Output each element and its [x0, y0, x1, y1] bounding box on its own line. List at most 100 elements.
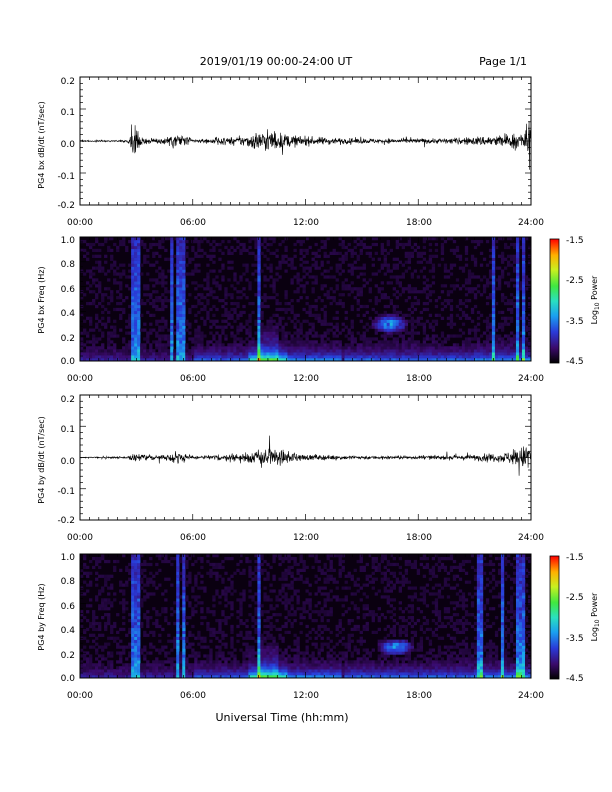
heatmap-cell — [101, 589, 105, 593]
heatmap-cell — [110, 675, 114, 679]
heatmap-cell — [122, 239, 126, 244]
heatmap-cell — [131, 248, 135, 253]
heatmap-cell — [137, 642, 141, 646]
heatmap-cell — [512, 355, 517, 359]
heatmap-cell — [179, 299, 183, 303]
heatmap-cell — [155, 657, 159, 661]
heatmap-cell — [119, 301, 123, 306]
heatmap-cell — [410, 322, 415, 326]
heatmap-cell — [101, 657, 105, 661]
heatmap-cell — [101, 266, 105, 270]
heatmap-cell — [185, 645, 189, 649]
heatmap-cell — [89, 604, 93, 608]
heatmap-cell — [380, 248, 384, 253]
heatmap-cell — [512, 334, 517, 338]
heatmap-cell — [176, 598, 180, 602]
heatmap-cell — [179, 301, 183, 306]
p2-ytick-0: 1.0 — [61, 236, 76, 246]
heatmap-cell — [170, 242, 174, 247]
heatmap-cell — [164, 343, 168, 347]
heatmap-cell — [509, 257, 514, 261]
heatmap-cell — [389, 343, 393, 347]
heatmap-cell — [173, 657, 177, 661]
heatmap-cell — [137, 301, 141, 306]
heatmap-cell — [383, 263, 387, 267]
heatmap-cell — [242, 310, 246, 315]
heatmap-cell — [302, 346, 306, 350]
heatmap-cell — [257, 281, 261, 285]
heatmap-cell — [254, 669, 258, 673]
heatmap-cell — [383, 340, 387, 344]
heatmap-cell — [455, 334, 460, 338]
heatmap-cell — [401, 358, 406, 362]
heatmap-cell — [374, 328, 378, 332]
heatmap-cell — [470, 328, 475, 332]
heatmap-cell — [107, 358, 111, 362]
heatmap-cell — [254, 269, 258, 273]
heatmap-cell — [422, 287, 427, 291]
heatmap-cell — [515, 272, 520, 276]
heatmap-cell — [185, 352, 189, 356]
heatmap-cell — [179, 242, 183, 247]
heatmap-cell — [134, 592, 138, 596]
heatmap-cell — [263, 669, 267, 673]
heatmap-cell — [509, 316, 514, 320]
heatmap-cell — [158, 624, 162, 629]
heatmap-cell — [200, 621, 204, 626]
heatmap-cell — [500, 260, 505, 264]
heatmap-cell — [182, 562, 186, 567]
heatmap-cell — [182, 307, 186, 312]
heatmap-cell — [104, 642, 108, 646]
heatmap-cell — [134, 657, 138, 661]
heatmap-cell — [131, 343, 135, 347]
heatmap-cell — [176, 675, 180, 679]
heatmap-cell — [137, 654, 141, 658]
heatmap-cell — [317, 355, 321, 359]
heatmap-cell — [119, 358, 123, 362]
heatmap-cell — [182, 340, 186, 344]
heatmap-cell — [290, 358, 294, 362]
heatmap-cell — [236, 663, 240, 667]
heatmap-cell — [230, 607, 234, 611]
heatmap-cell — [272, 663, 276, 667]
p2-xtick-3: 18:00 — [406, 374, 432, 384]
heatmap-cell — [257, 568, 261, 573]
heatmap-cell — [149, 672, 153, 676]
heatmap-cell — [203, 645, 207, 649]
heatmap-cell — [425, 343, 430, 347]
heatmap-cell — [107, 349, 111, 353]
heatmap-cell — [209, 293, 213, 297]
heatmap-cell — [329, 296, 333, 300]
heatmap-cell — [128, 358, 132, 362]
heatmap-cell — [260, 660, 264, 664]
heatmap-cell — [470, 319, 475, 323]
heatmap-cell — [458, 352, 463, 356]
heatmap-cell — [128, 313, 132, 318]
heatmap-cell — [197, 239, 201, 244]
heatmap-cell — [488, 322, 493, 326]
heatmap-cell — [521, 269, 526, 273]
heatmap-cell — [185, 251, 189, 256]
heatmap-cell — [230, 352, 234, 356]
heatmap-cell — [98, 301, 102, 306]
heatmap-cell — [119, 672, 123, 676]
heatmap-cell — [464, 257, 469, 261]
heatmap-cell — [266, 328, 270, 332]
heatmap-cell — [257, 257, 261, 261]
heatmap-cell — [401, 272, 406, 276]
heatmap-cell — [146, 340, 150, 344]
heatmap-cell — [98, 624, 102, 629]
heatmap-cell — [218, 627, 222, 632]
heatmap-cell — [143, 352, 147, 356]
heatmap-cell — [128, 319, 132, 323]
heatmap-cell — [209, 610, 213, 614]
heatmap-cell — [308, 328, 312, 332]
heatmap-cell — [128, 263, 132, 267]
heatmap-cell — [89, 322, 93, 326]
heatmap-cell — [479, 313, 484, 318]
heatmap-cell — [281, 334, 285, 338]
heatmap-cell — [215, 630, 219, 635]
heatmap-cell — [140, 313, 144, 318]
heatmap-cell — [86, 663, 90, 667]
heatmap-cell — [185, 349, 189, 353]
